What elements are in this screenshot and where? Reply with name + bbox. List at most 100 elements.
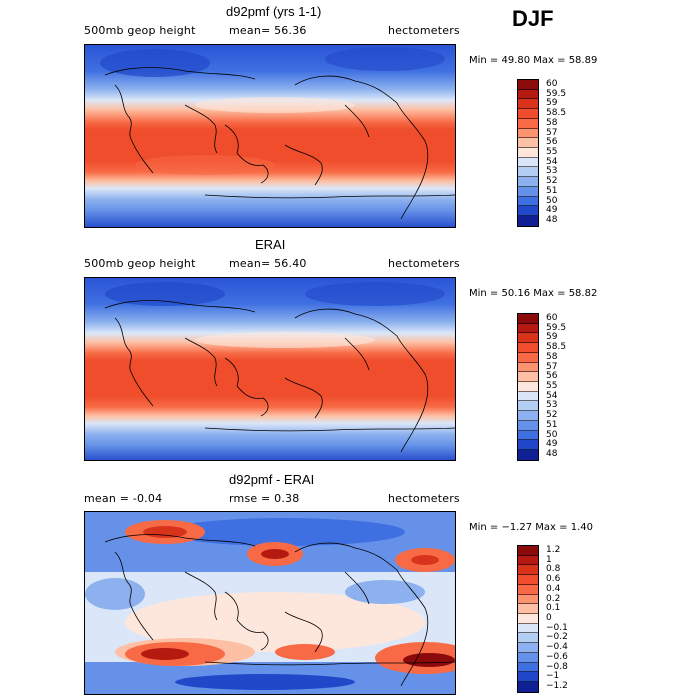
panel-2-mean-label: mean= 56.40: [229, 257, 307, 270]
season-label: DJF: [512, 6, 554, 31]
colorbar-swatch: [518, 177, 538, 187]
colorbar-swatch: [518, 372, 538, 383]
colorbar-tick-label: −0.2: [546, 632, 568, 643]
colorbar-swatch: [518, 672, 538, 683]
panel-3-rmse-label: rmse = 0.38: [229, 492, 300, 505]
colorbar-tick-label: 52: [546, 410, 558, 421]
panel-1-map: [84, 44, 456, 228]
panel-2-units-label: hectometers: [388, 257, 460, 270]
colorbar-swatch: [518, 186, 538, 197]
panel-1-coastlines: [104, 67, 455, 220]
colorbar-swatch: [518, 352, 538, 363]
colorbar-tick-label: 59: [546, 98, 558, 109]
colorbar-swatch: [518, 450, 538, 460]
colorbar-tick-label: 59.5: [546, 322, 567, 333]
colorbar-tick-label: 48: [546, 449, 558, 460]
panel-1-title: d92pmf (yrs 1-1): [226, 4, 322, 19]
colorbar-tick-label: 1.2: [546, 544, 561, 555]
colorbar-tick-label: −0.1: [546, 622, 568, 633]
panel-3-colorbar: [517, 545, 539, 693]
panel-3-coastlines: [104, 534, 455, 687]
panel-1-variable-label: 500mb geop height: [84, 24, 196, 37]
colorbar-tick-label: 53: [546, 400, 558, 411]
colorbar-tick-label: 0.2: [546, 593, 561, 604]
colorbar-swatch: [518, 80, 538, 90]
colorbar-swatch: [518, 594, 538, 605]
colorbar-tick-label: 60: [546, 312, 558, 323]
colorbar-tick-label: 56: [546, 137, 558, 148]
colorbar-tick-label: 55: [546, 381, 558, 391]
colorbar-tick-label: 51: [546, 185, 558, 196]
colorbar-tick-label: 57: [546, 361, 558, 372]
colorbar-swatch: [518, 343, 538, 353]
colorbar-swatch: [518, 623, 538, 634]
colorbar-swatch: [518, 420, 538, 431]
colorbar-swatch: [518, 584, 538, 595]
colorbar-swatch: [518, 89, 538, 100]
colorbar-swatch: [518, 391, 538, 402]
panel-2-coastlines: [104, 300, 455, 453]
colorbar-swatch: [518, 196, 538, 207]
colorbar-tick-label: 49: [546, 439, 558, 450]
colorbar-tick-label: 51: [546, 419, 558, 430]
colorbar-swatch: [518, 401, 538, 412]
colorbar-tick-label: 53: [546, 166, 558, 177]
panel-2-variable-label: 500mb geop height: [84, 257, 196, 270]
colorbar-tick-label: −0.4: [546, 642, 568, 653]
colorbar-swatch: [518, 138, 538, 149]
colorbar-swatch: [518, 575, 538, 585]
colorbar-tick-label: 60: [546, 78, 558, 89]
panel-1-min-max: Min = 49.80 Max = 58.89: [469, 55, 598, 66]
colorbar-tick-label: 54: [546, 390, 558, 401]
colorbar-swatch: [518, 546, 538, 556]
colorbar-swatch: [518, 565, 538, 576]
colorbar-tick-label: 48: [546, 215, 558, 226]
panel-3-title: d92pmf - ERAI: [229, 472, 315, 487]
colorbar-swatch: [518, 682, 538, 692]
colorbar-tick-label: 1: [546, 554, 552, 565]
colorbar-swatch: [518, 604, 538, 615]
colorbar-tick-label: 0.1: [546, 603, 561, 614]
colorbar-swatch: [518, 167, 538, 178]
colorbar-swatch: [518, 323, 538, 334]
colorbar-swatch: [518, 633, 538, 644]
panel-2-title: ERAI: [255, 237, 286, 252]
colorbar-tick-label: 49: [546, 205, 558, 216]
colorbar-swatch: [518, 157, 538, 168]
colorbar-swatch: [518, 362, 538, 373]
panel-3-mean-label: mean = -0.04: [84, 492, 163, 505]
colorbar-tick-label: −0.6: [546, 651, 568, 662]
colorbar-swatch: [518, 411, 538, 421]
colorbar-tick-label: 58: [546, 117, 558, 128]
panel-3-map: [84, 511, 456, 695]
panel-1-units-label: hectometers: [388, 24, 460, 37]
colorbar-swatch: [518, 128, 538, 139]
colorbar-tick-label: 0: [546, 613, 552, 623]
panel-2-map: [84, 277, 456, 461]
colorbar-swatch: [518, 148, 538, 158]
colorbar-swatch: [518, 216, 538, 226]
panel-2-colorbar: [517, 313, 539, 461]
colorbar-swatch: [518, 652, 538, 663]
colorbar-tick-label: −1.2: [546, 681, 568, 692]
colorbar-swatch: [518, 440, 538, 451]
panel-1-mean-label: mean= 56.36: [229, 24, 307, 37]
colorbar-tick-label: 50: [546, 429, 558, 440]
colorbar-tick-label: 55: [546, 147, 558, 157]
colorbar-tick-label: 52: [546, 176, 558, 187]
colorbar-tick-label: 56: [546, 371, 558, 382]
colorbar-tick-label: 0.8: [546, 564, 561, 575]
colorbar-tick-label: 59.5: [546, 88, 567, 99]
colorbar-swatch: [518, 314, 538, 324]
colorbar-tick-label: 59: [546, 332, 558, 343]
colorbar-tick-label: 58.5: [546, 108, 567, 119]
colorbar-swatch: [518, 614, 538, 624]
colorbar-swatch: [518, 109, 538, 119]
colorbar-swatch: [518, 643, 538, 653]
panel-1-colorbar: [517, 79, 539, 227]
colorbar-swatch: [518, 382, 538, 392]
colorbar-swatch: [518, 333, 538, 344]
colorbar-swatch: [518, 99, 538, 110]
colorbar-tick-label: −0.8: [546, 661, 568, 672]
panel-3-min-max: Min = −1.27 Max = 1.40: [469, 522, 593, 533]
